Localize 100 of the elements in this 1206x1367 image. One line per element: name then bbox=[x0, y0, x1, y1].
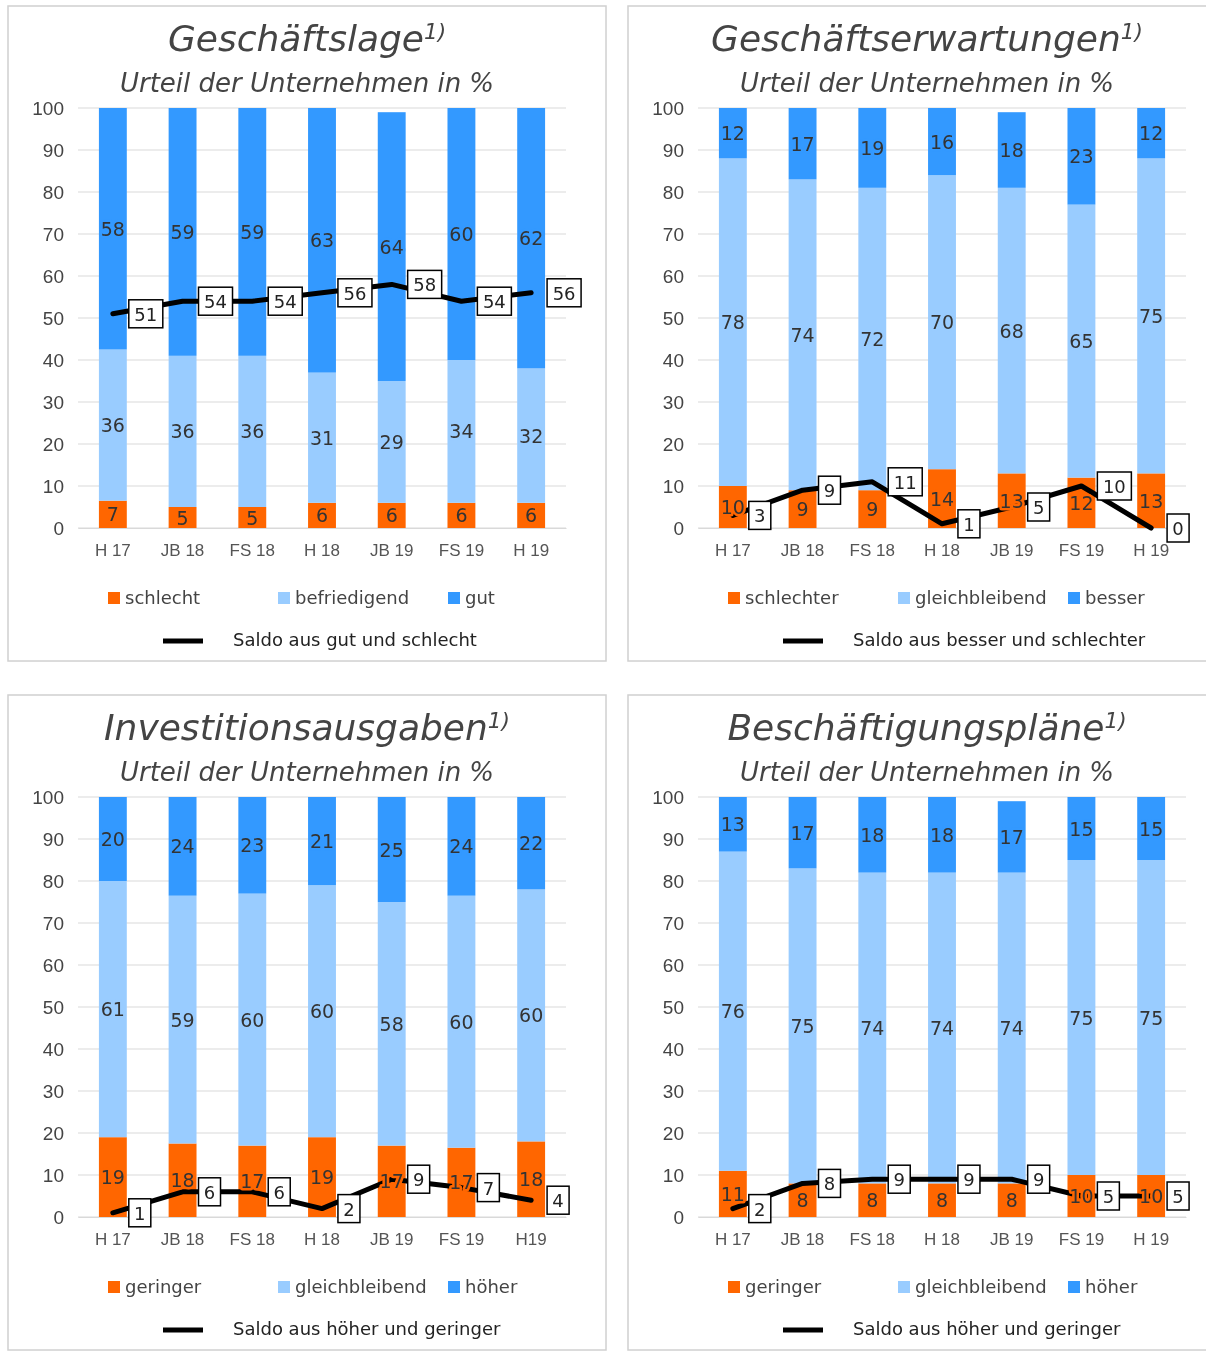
bar bbox=[168, 895, 197, 1144]
data-label: 75 bbox=[1069, 1006, 1094, 1029]
x-tick-label: H 19 bbox=[1133, 541, 1170, 561]
data-label: 12 bbox=[1139, 122, 1164, 145]
y-tick-label: 100 bbox=[32, 97, 64, 119]
bar bbox=[928, 175, 956, 470]
y-tick-label: 80 bbox=[662, 870, 684, 892]
data-label: 25 bbox=[379, 838, 404, 861]
data-label: 59 bbox=[240, 220, 265, 243]
data-label: 10 bbox=[1102, 476, 1126, 497]
data-label: 63 bbox=[309, 229, 335, 252]
y-tick-label: 40 bbox=[42, 1038, 64, 1060]
y-tick-label: 30 bbox=[42, 1080, 64, 1102]
data-label: 8 bbox=[1005, 1189, 1018, 1212]
x-tick-label: JB 19 bbox=[369, 1230, 414, 1250]
x-tick-label: H 18 bbox=[924, 541, 960, 561]
bar bbox=[718, 158, 747, 486]
bar bbox=[447, 108, 476, 360]
bar bbox=[517, 889, 546, 1142]
chart-subtitle: Urteil der Unternehmen in % bbox=[119, 757, 495, 787]
legend-label: gleichbleibend bbox=[915, 1276, 1047, 1297]
data-label: 16 bbox=[929, 130, 955, 153]
data-label: 75 bbox=[1139, 1006, 1164, 1029]
x-tick-label: H 17 bbox=[714, 1230, 751, 1250]
y-tick-label: 10 bbox=[662, 475, 684, 497]
data-label: 2 bbox=[754, 1198, 766, 1220]
data-label: 6 bbox=[315, 504, 329, 527]
data-label: 9 bbox=[412, 1169, 425, 1191]
x-tick-label: JB 19 bbox=[989, 541, 1034, 561]
data-label: 8 bbox=[935, 1189, 949, 1212]
data-label: 54 bbox=[204, 291, 227, 313]
data-label: 58 bbox=[100, 217, 125, 240]
x-tick-label: H 18 bbox=[304, 1230, 340, 1250]
x-tick-label: FS 18 bbox=[849, 1230, 895, 1250]
data-label: 61 bbox=[100, 998, 125, 1021]
y-tick-label: 20 bbox=[662, 1122, 684, 1144]
data-label: 18 bbox=[170, 1169, 195, 1192]
y-tick-label: 30 bbox=[662, 391, 684, 413]
x-tick-label: FS 19 bbox=[438, 1230, 485, 1250]
data-label: 36 bbox=[240, 420, 265, 443]
data-label: 1 bbox=[963, 513, 975, 535]
bar bbox=[238, 108, 267, 356]
x-tick-label: FS 19 bbox=[438, 541, 485, 561]
data-label: 9 bbox=[963, 1169, 975, 1191]
x-tick-label: H 19 bbox=[513, 541, 550, 561]
data-label: 7 bbox=[482, 1177, 495, 1199]
data-label: 11 bbox=[893, 471, 917, 493]
bar bbox=[1137, 158, 1166, 474]
bar bbox=[997, 187, 1026, 474]
data-label: 17 bbox=[379, 1170, 404, 1193]
data-label: 5 bbox=[176, 506, 189, 529]
data-label: 78 bbox=[720, 311, 745, 334]
bar bbox=[788, 179, 817, 491]
data-label: 6 bbox=[385, 504, 398, 527]
data-label: 9 bbox=[1032, 1169, 1045, 1191]
data-label: 5 bbox=[1172, 1186, 1184, 1207]
x-tick-label: H 17 bbox=[94, 541, 131, 561]
chart-title: Geschäftslage$^{1)}$ bbox=[167, 18, 447, 59]
data-label: 5 bbox=[1102, 1186, 1115, 1207]
data-label: 60 bbox=[240, 1008, 265, 1031]
data-label: 18 bbox=[519, 1168, 544, 1191]
y-tick-label: 30 bbox=[662, 1080, 684, 1102]
data-label: 12 bbox=[720, 122, 745, 145]
legend-label: gleichbleibend bbox=[915, 587, 1047, 608]
legend-label: schlecht bbox=[125, 587, 201, 608]
data-label: 17 bbox=[240, 1170, 265, 1193]
data-label: 19 bbox=[860, 136, 885, 159]
chart-subtitle: Urteil der Unternehmen in % bbox=[739, 68, 1115, 98]
data-label: 74 bbox=[790, 323, 815, 346]
data-label: 56 bbox=[552, 282, 576, 304]
bar bbox=[308, 108, 336, 373]
data-label: 6 bbox=[273, 1181, 285, 1203]
data-label: 17 bbox=[790, 132, 815, 155]
data-label: 58 bbox=[379, 1012, 404, 1035]
data-label: 17 bbox=[999, 825, 1024, 848]
bar bbox=[718, 851, 747, 1171]
bar bbox=[928, 872, 956, 1184]
data-label: 10 bbox=[720, 496, 745, 518]
x-tick-label: FS 18 bbox=[849, 541, 895, 561]
y-tick-label: 70 bbox=[662, 912, 684, 934]
y-tick-label: 70 bbox=[662, 223, 684, 245]
data-label: 15 bbox=[1139, 817, 1164, 840]
data-label: 29 bbox=[379, 430, 404, 453]
data-label: 75 bbox=[1139, 304, 1164, 327]
data-label: 70 bbox=[929, 311, 955, 334]
data-label: 1 bbox=[134, 1202, 146, 1224]
bar bbox=[98, 881, 127, 1138]
x-tick-label: JB 18 bbox=[160, 541, 205, 561]
legend-label: höher bbox=[465, 1276, 518, 1297]
data-label: 60 bbox=[519, 1004, 544, 1027]
data-label: 58 bbox=[413, 274, 437, 296]
y-tick-label: 80 bbox=[662, 181, 684, 203]
bar bbox=[858, 187, 887, 491]
y-tick-label: 20 bbox=[662, 433, 684, 455]
data-label: 8 bbox=[823, 1173, 836, 1195]
x-tick-label: H 17 bbox=[94, 1230, 131, 1250]
x-tick-label: H19 bbox=[515, 1230, 547, 1250]
y-tick-label: 20 bbox=[42, 433, 64, 455]
data-label: 8 bbox=[796, 1189, 809, 1212]
y-tick-label: 90 bbox=[42, 139, 64, 161]
